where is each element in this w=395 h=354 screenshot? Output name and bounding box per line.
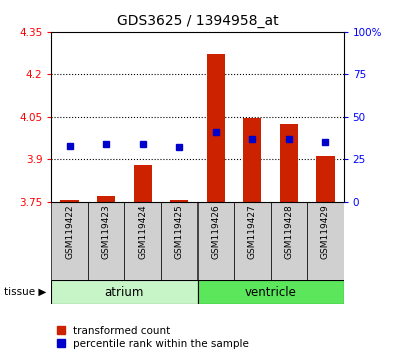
- Bar: [88, 202, 124, 280]
- Bar: [198, 280, 344, 304]
- Bar: [207, 54, 225, 202]
- Title: GDS3625 / 1394958_at: GDS3625 / 1394958_at: [117, 14, 278, 28]
- Text: GSM119424: GSM119424: [138, 204, 147, 259]
- Bar: [243, 118, 261, 202]
- Text: GSM119423: GSM119423: [102, 204, 111, 259]
- Text: ventricle: ventricle: [245, 286, 297, 298]
- Text: GSM119425: GSM119425: [175, 204, 184, 259]
- Text: GSM119429: GSM119429: [321, 204, 330, 259]
- Bar: [170, 200, 188, 202]
- Bar: [97, 196, 115, 202]
- Bar: [161, 202, 198, 280]
- Bar: [316, 156, 335, 202]
- Text: GSM119422: GSM119422: [65, 204, 74, 259]
- Legend: transformed count, percentile rank within the sample: transformed count, percentile rank withi…: [56, 326, 249, 349]
- Bar: [280, 124, 298, 202]
- Bar: [51, 202, 88, 280]
- Bar: [60, 200, 79, 202]
- Text: tissue ▶: tissue ▶: [4, 287, 46, 297]
- Bar: [307, 202, 344, 280]
- Bar: [51, 280, 198, 304]
- Text: GSM119426: GSM119426: [211, 204, 220, 259]
- Bar: [134, 165, 152, 202]
- Text: atrium: atrium: [105, 286, 144, 298]
- Bar: [124, 202, 161, 280]
- Bar: [234, 202, 271, 280]
- Text: GSM119428: GSM119428: [284, 204, 293, 259]
- Bar: [271, 202, 307, 280]
- Text: GSM119427: GSM119427: [248, 204, 257, 259]
- Bar: [198, 202, 234, 280]
